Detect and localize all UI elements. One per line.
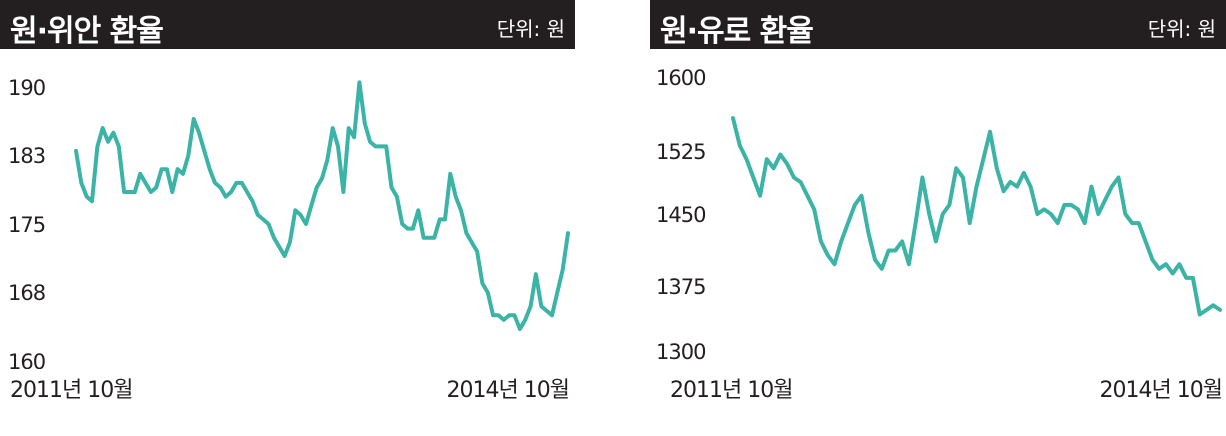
eur-chart-panel: 원·유로 환율 단위: 원 1600 1525 1450 1375 1300 2… xyxy=(650,0,1226,436)
eur-x-end-label: 2014년 10월 xyxy=(1099,378,1223,403)
eur-title-bar: 원·유로 환율 단위: 원 xyxy=(650,0,1226,49)
cny-y-tick: 175 xyxy=(8,213,45,237)
eur-x-start-label: 2011년 10월 xyxy=(670,378,793,403)
eur-chart-title: 원·유로 환율 xyxy=(660,14,814,49)
cny-x-start-label: 2011년 10월 xyxy=(10,378,133,403)
cny-y-tick: 190 xyxy=(8,76,45,100)
eur-y-tick: 1525 xyxy=(656,140,705,164)
cny-exchange-rate-line xyxy=(74,80,570,331)
eur-y-tick: 1450 xyxy=(656,203,705,227)
cny-y-tick: 183 xyxy=(8,144,45,168)
cny-y-tick: 168 xyxy=(8,281,45,305)
eur-y-tick: 1300 xyxy=(656,340,705,364)
eur-exchange-rate-line xyxy=(731,116,1222,317)
cny-line-chart: 190 183 175 168 160 xyxy=(8,76,570,369)
cny-chart-title: 원·위안 환율 xyxy=(10,14,164,49)
eur-line-chart: 1600 1525 1450 1375 1300 xyxy=(656,66,1222,364)
eur-y-tick: 1375 xyxy=(656,275,705,299)
cny-x-end-label: 2014년 10월 xyxy=(446,378,570,403)
eur-unit-label: 단위: 원 xyxy=(1147,17,1216,41)
cny-chart-panel: 원·위안 환율 단위: 원 190 183 175 168 160 2011년 … xyxy=(0,0,575,436)
cny-y-tick: 160 xyxy=(8,350,45,369)
cny-title-bar: 원·위안 환율 단위: 원 xyxy=(0,0,575,49)
cny-unit-label: 단위: 원 xyxy=(496,17,565,41)
eur-y-tick: 1600 xyxy=(656,66,705,90)
